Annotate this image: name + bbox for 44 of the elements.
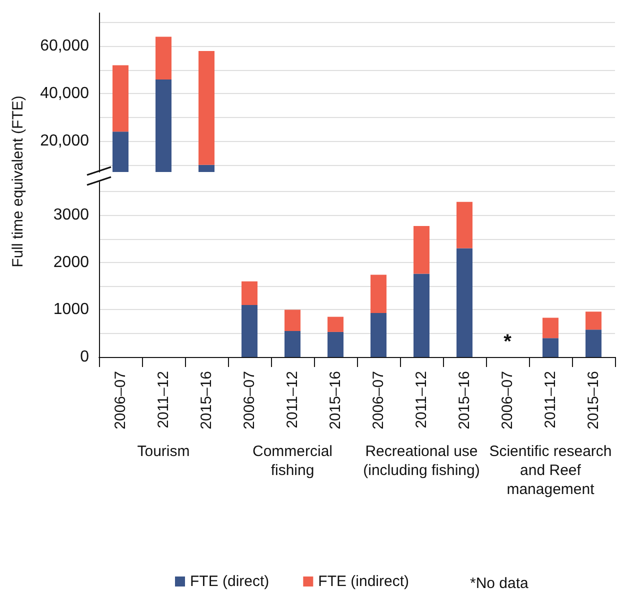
x-tick-label: 2006–07	[499, 371, 516, 430]
bar	[328, 316, 344, 332]
text: *	[504, 331, 512, 353]
bar	[370, 274, 386, 314]
y-tick-label: 2000	[53, 254, 90, 271]
bar	[542, 318, 558, 338]
bar	[414, 274, 430, 357]
bar	[456, 202, 472, 248]
text: Tourism	[136, 442, 191, 461]
text: *No data	[470, 574, 528, 593]
bar	[284, 330, 300, 357]
y-tick-label: 0	[80, 348, 90, 366]
bar	[414, 226, 430, 274]
text: Commercial fishing	[251, 442, 334, 480]
bar	[370, 313, 386, 357]
x-tick-label: 2011–12	[413, 371, 430, 428]
bar	[456, 248, 472, 357]
y-tick-label: 1000	[53, 301, 90, 318]
y-tick-label: 3000	[53, 206, 90, 224]
x-tick-label: 2015–16	[198, 371, 215, 430]
x-tick-label: 2011–12	[284, 371, 301, 428]
x-tick-label: 2011–12	[155, 371, 172, 428]
y-axis-title: Full time equivalent (FTE)	[8, 94, 28, 270]
x-tick-label: 2015–16	[456, 371, 473, 430]
bar	[328, 332, 344, 357]
text: Scientific research and Reef management	[488, 442, 612, 499]
bar	[542, 338, 558, 357]
bar	[242, 281, 258, 305]
x-tick-label: 2011–12	[542, 371, 559, 428]
x-tick-label: 2006–07	[112, 371, 129, 430]
y-tick-label: 20,000	[40, 132, 90, 150]
text: Recreational use (including fishing)	[362, 442, 481, 480]
legend-label: FTE (indirect)	[318, 573, 410, 590]
legend-label: FTE (direct)	[190, 573, 270, 590]
bar	[586, 312, 602, 330]
y-tick-label: 60,000	[40, 38, 90, 55]
x-tick-label: 2006–07	[370, 371, 387, 430]
x-tick-label: 2015–16	[327, 371, 344, 430]
y-tick-label: 40,000	[40, 85, 90, 102]
x-tick-label: 2006–07	[241, 371, 258, 430]
bar	[242, 304, 258, 357]
bar	[586, 330, 602, 357]
bar	[284, 310, 300, 331]
x-tick-label: 2015–16	[585, 371, 602, 430]
